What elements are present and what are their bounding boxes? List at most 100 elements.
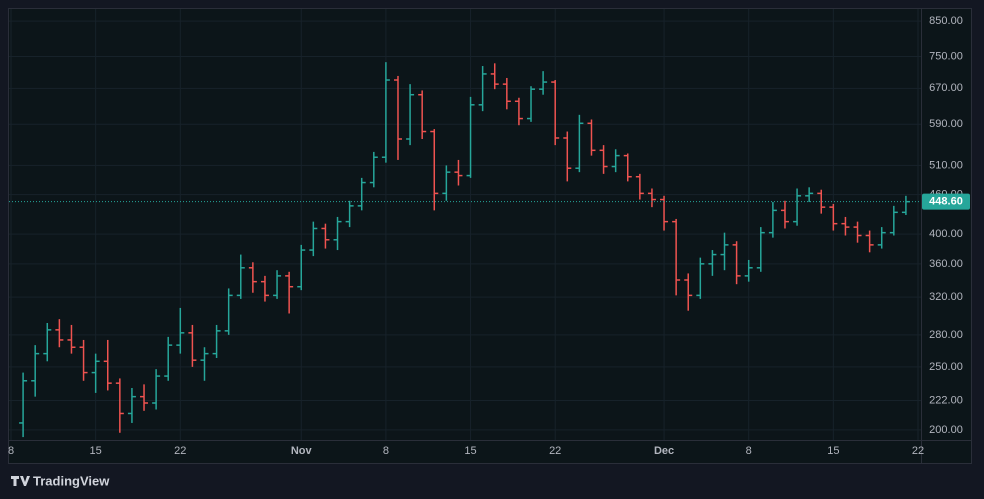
ohlc-bar	[768, 202, 777, 238]
y-tick-label: 750.00	[929, 50, 963, 62]
ohlc-bar	[805, 187, 814, 203]
ohlc-bar	[865, 230, 874, 253]
ohlc-bar	[152, 369, 161, 410]
ohlc-bar	[297, 244, 306, 291]
grid	[9, 9, 921, 440]
ohlc-bar	[31, 345, 40, 397]
ohlc-bar	[720, 232, 729, 271]
x-tick-label: 15	[90, 445, 102, 457]
ohlc-bar	[381, 62, 390, 163]
y-tick-label: 200.00	[929, 424, 963, 436]
ohlc-bar	[793, 188, 802, 226]
ohlc-bar	[575, 114, 584, 173]
ohlc-bar	[309, 221, 318, 257]
x-tick-label: 8	[383, 445, 389, 457]
ohlc-bar	[200, 347, 209, 381]
ohlc-bar	[877, 227, 886, 249]
ohlc-bar	[115, 378, 124, 433]
y-tick-label: 222.00	[929, 394, 963, 406]
ohlc-bar	[527, 86, 536, 122]
ohlc-bar	[889, 205, 898, 236]
ohlc-bar	[551, 80, 560, 146]
ohlc-bar	[684, 273, 693, 311]
x-tick-label: 22	[174, 445, 186, 457]
ohlc-bar	[67, 324, 76, 354]
ohlc-bar	[19, 372, 28, 438]
ohlc-bar	[248, 262, 257, 293]
y-tick-label: 590.00	[929, 118, 963, 130]
y-tick-label: 320.00	[929, 291, 963, 303]
ohlc-bar	[696, 257, 705, 299]
ohlc-bar	[478, 66, 487, 112]
chart-panel	[8, 8, 972, 464]
ohlc-bar	[236, 254, 245, 299]
last-price-label: 448.60	[929, 196, 963, 208]
ohlc-bar	[599, 145, 608, 174]
y-tick-label: 850.00	[929, 15, 963, 27]
ohlc-bar	[841, 216, 850, 236]
ohlc-bar	[418, 90, 427, 139]
ohlc-bar	[490, 63, 499, 90]
y-tick-label: 510.00	[929, 159, 963, 171]
ohlc-bar	[393, 75, 402, 160]
ohlc-bar	[176, 307, 185, 354]
x-tick-label: Nov	[291, 445, 313, 457]
ohlc-bar	[635, 173, 644, 200]
x-tick-label: Dec	[654, 445, 674, 457]
ohlc-bar	[853, 221, 862, 243]
logo-icon	[11, 476, 30, 486]
ohlc-bar	[212, 324, 221, 358]
ohlc-bar	[333, 216, 342, 251]
ohlc-bar	[466, 96, 475, 178]
ohlc-bar	[224, 288, 233, 335]
ohlc-bar	[357, 177, 366, 211]
ohlc-bar	[321, 223, 330, 249]
ohlc-bar	[502, 77, 511, 110]
ohlc-bar	[454, 159, 463, 186]
ohlc-bar	[91, 353, 100, 393]
ohlc-bar	[660, 195, 669, 231]
last-price-box	[922, 193, 970, 210]
ohlc-bar	[756, 227, 765, 272]
axes: 200.00 222.00 250.00 280.00 320.00 360.00 400.…	[8, 15, 970, 457]
ohlc-bar	[611, 149, 620, 173]
ohlc-bar	[732, 241, 741, 285]
ohlc-bar	[780, 200, 789, 229]
x-tick-label: 8	[8, 445, 14, 457]
y-tick-label: 280.00	[929, 329, 963, 341]
ohlc-bar	[103, 339, 112, 391]
ohlc-bar	[672, 218, 681, 296]
ohlc-bar	[708, 250, 717, 276]
ohlc-bar	[539, 71, 548, 95]
brand-name: TradingView	[33, 473, 110, 488]
ohlc-bar	[406, 84, 415, 146]
x-tick-label: 15	[827, 445, 839, 457]
ohlc-bar	[369, 151, 378, 188]
ohlc-bar	[260, 275, 269, 302]
ohlc-bar	[188, 324, 197, 367]
y-tick-label: 250.00	[929, 361, 963, 373]
ohlc-bar	[442, 165, 451, 201]
y-tick-label: 400.00	[929, 228, 963, 240]
ohlc-bar	[430, 129, 439, 211]
ohlc-bar	[623, 153, 632, 182]
ohlc-bar	[647, 188, 656, 208]
logo[interactable]: TradingView	[11, 473, 110, 488]
ohlc-bar	[79, 339, 88, 381]
x-tick-label: 22	[912, 445, 924, 457]
ohlc-bar	[514, 97, 523, 126]
ohlc-bar	[563, 131, 572, 182]
bars	[19, 62, 910, 438]
x-tick-label: 22	[549, 445, 561, 457]
y-tick-label: 670.00	[929, 82, 963, 94]
ohlc-bar	[829, 203, 838, 231]
ohlc-bar	[164, 336, 173, 381]
y-tick-label: 360.00	[929, 258, 963, 270]
ohlc-bar	[345, 200, 354, 228]
ohlc-bar	[127, 387, 136, 423]
ohlc-bar	[43, 322, 52, 362]
ohlc-bar	[744, 259, 753, 282]
ohlc-bar	[587, 119, 596, 156]
